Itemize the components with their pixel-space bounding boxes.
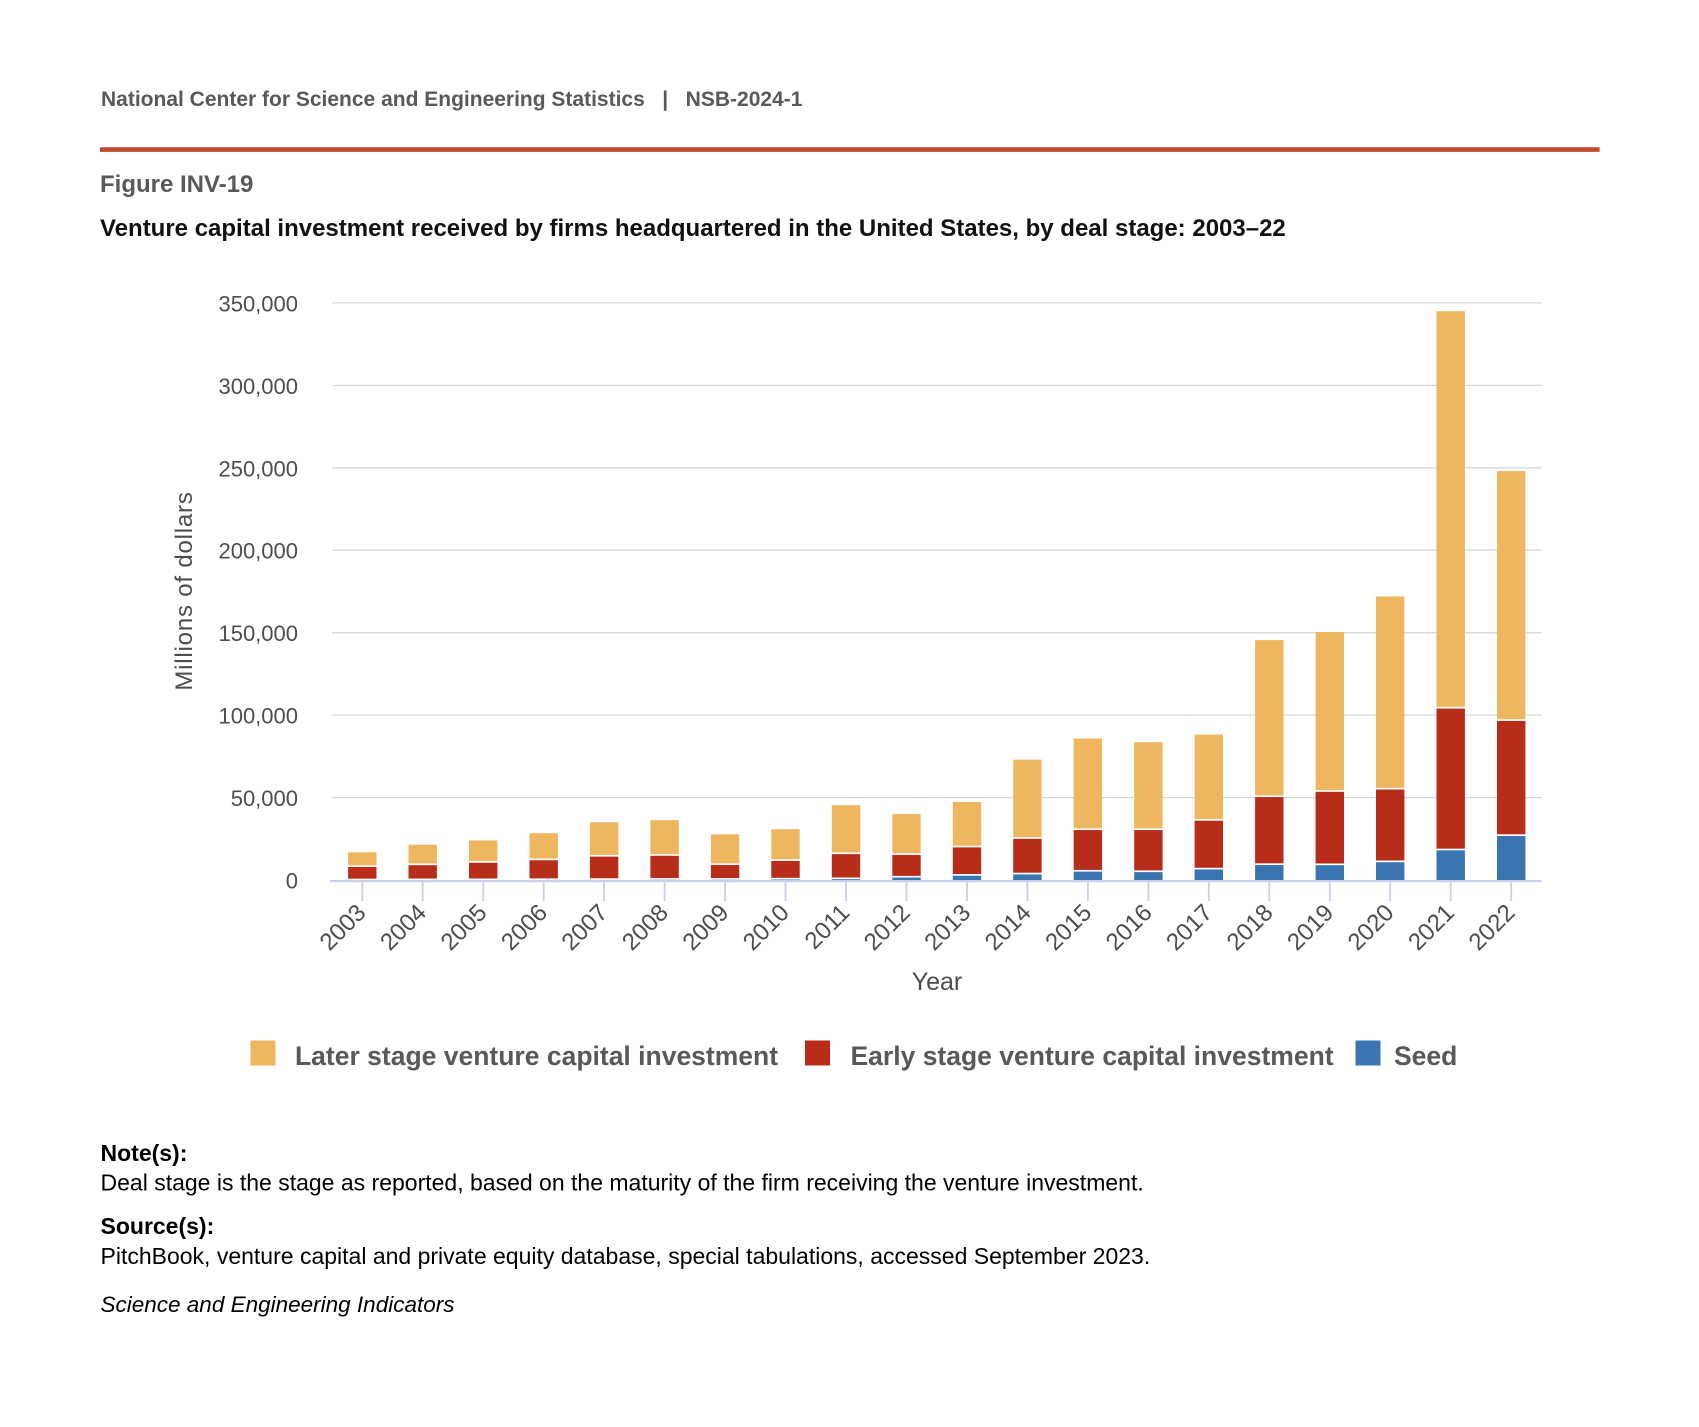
svg-text:Seed: Seed xyxy=(1394,1041,1457,1071)
svg-text:350,000: 350,000 xyxy=(218,291,298,316)
svg-text:Early stage venture capital in: Early stage venture capital investment xyxy=(851,1041,1334,1071)
svg-text:100,000: 100,000 xyxy=(218,704,298,729)
svg-text:Millions of dollars: Millions of dollars xyxy=(171,491,198,690)
svg-text:Deal stage is the stage as rep: Deal stage is the stage as reported, bas… xyxy=(101,1170,1144,1196)
svg-text:300,000: 300,000 xyxy=(218,374,298,399)
svg-text:200,000: 200,000 xyxy=(218,539,298,564)
svg-text:Source(s):: Source(s): xyxy=(101,1213,215,1239)
svg-text:0: 0 xyxy=(286,869,298,894)
svg-text:Science and Engineering Indica: Science and Engineering Indicators xyxy=(101,1292,455,1317)
svg-text:Note(s):: Note(s): xyxy=(101,1140,188,1166)
svg-text:Venture capital investment rec: Venture capital investment received by f… xyxy=(100,215,1286,242)
svg-text:Year: Year xyxy=(912,968,963,996)
svg-text:Figure INV-19: Figure INV-19 xyxy=(100,171,253,198)
svg-text:150,000: 150,000 xyxy=(218,621,298,646)
svg-text:PitchBook, venture capital and: PitchBook, venture capital and private e… xyxy=(101,1243,1151,1269)
svg-text:50,000: 50,000 xyxy=(231,786,298,811)
svg-text:Later stage venture capital in: Later stage venture capital investment xyxy=(295,1041,778,1071)
svg-text:250,000: 250,000 xyxy=(218,456,298,481)
svg-text:National Center for Science an: National Center for Science and Engineer… xyxy=(101,88,803,111)
